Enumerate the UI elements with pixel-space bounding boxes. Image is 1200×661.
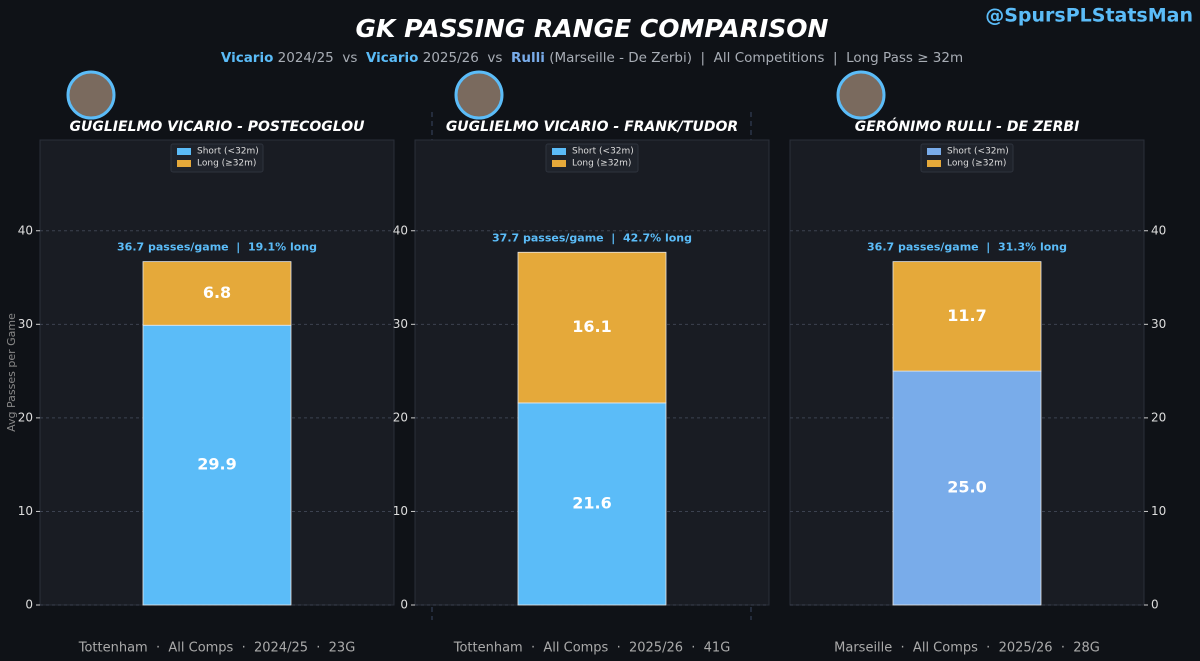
value-label: 21.6 [572, 493, 611, 512]
y-tick-label: 0 [1151, 598, 1159, 612]
legend-swatch [552, 160, 566, 167]
legend-box [170, 143, 264, 173]
y-tick-label: 30 [18, 317, 33, 331]
subtitle-part: Vicario [366, 50, 419, 66]
avatar [454, 70, 504, 120]
page-title: GK PASSING RANGE COMPARISON [356, 14, 829, 43]
handle: @SpursPLStatsMan [985, 5, 1193, 27]
legend-label: Long (≥32m) [572, 159, 631, 169]
avatar [66, 70, 116, 120]
value-label: 16.1 [572, 317, 611, 336]
y-tick-label: 0 [400, 598, 408, 612]
y-axis-label: Avg Passes per Game [5, 313, 18, 432]
panel-title: GUGLIELMO VICARIO - FRANK/TUDOR [446, 119, 738, 135]
legend-box [545, 143, 639, 173]
value-label: 11.7 [947, 306, 986, 325]
subtitle-part: Rulli [511, 50, 545, 66]
legend-label: Long (≥32m) [947, 159, 1006, 169]
legend-swatch [177, 148, 191, 155]
bar-segment [517, 251, 667, 404]
legend-label: Short (<32m) [197, 147, 259, 157]
value-label: 29.9 [197, 455, 236, 474]
legend-box [920, 143, 1014, 173]
legend-swatch [927, 160, 941, 167]
legend-label: Short (<32m) [572, 147, 634, 157]
y-tick-label: 20 [1151, 410, 1166, 424]
subtitle-part: 2025/26 vs [418, 50, 511, 66]
y-tick-label: 40 [1151, 223, 1166, 237]
y-tick-label: 20 [18, 410, 33, 424]
panel-title: GERÓNIMO RULLI - DE ZERBI [855, 117, 1080, 135]
legend-swatch [177, 160, 191, 167]
subtitle-part: 2024/25 vs [273, 50, 366, 66]
footer: Tottenham · All Comps · 2025/26 · 41G [453, 641, 731, 656]
bar-segment [892, 261, 1042, 372]
bar-segment [517, 402, 667, 606]
annotation: 36.7 passes/game | 19.1% long [117, 241, 317, 254]
subtitle: Vicario 2024/25 vs Vicario 2025/26 vs Ru… [221, 50, 963, 66]
y-tick-label: 30 [393, 317, 408, 331]
y-tick-label: 30 [1151, 317, 1166, 331]
y-tick-label: 10 [18, 504, 33, 518]
y-tick-label: 40 [393, 223, 408, 237]
y-tick-label: 10 [393, 504, 408, 518]
legend-swatch [552, 148, 566, 155]
legend-label: Short (<32m) [947, 147, 1009, 157]
value-label: 25.0 [947, 478, 986, 497]
y-tick-label: 0 [25, 598, 33, 612]
subtitle-part: (Marseille - De Zerbi) | All Competition… [545, 50, 963, 66]
bar-segment [142, 324, 292, 606]
y-tick-label: 10 [1151, 504, 1166, 518]
avatar [836, 70, 886, 120]
annotation: 36.7 passes/game | 31.3% long [867, 241, 1067, 254]
legend-swatch [927, 148, 941, 155]
value-label: 6.8 [203, 283, 231, 302]
annotation: 37.7 passes/game | 42.7% long [492, 231, 692, 244]
bar-segment [142, 261, 292, 326]
legend-label: Long (≥32m) [197, 159, 256, 169]
subtitle-part: Vicario [221, 50, 274, 66]
y-tick-label: 20 [393, 410, 408, 424]
footer: Marseille · All Comps · 2025/26 · 28G [834, 641, 1100, 656]
footer: Tottenham · All Comps · 2024/25 · 23G [78, 641, 356, 656]
panel-title: GUGLIELMO VICARIO - POSTECOGLOU [70, 119, 366, 135]
y-tick-label: 40 [18, 223, 33, 237]
